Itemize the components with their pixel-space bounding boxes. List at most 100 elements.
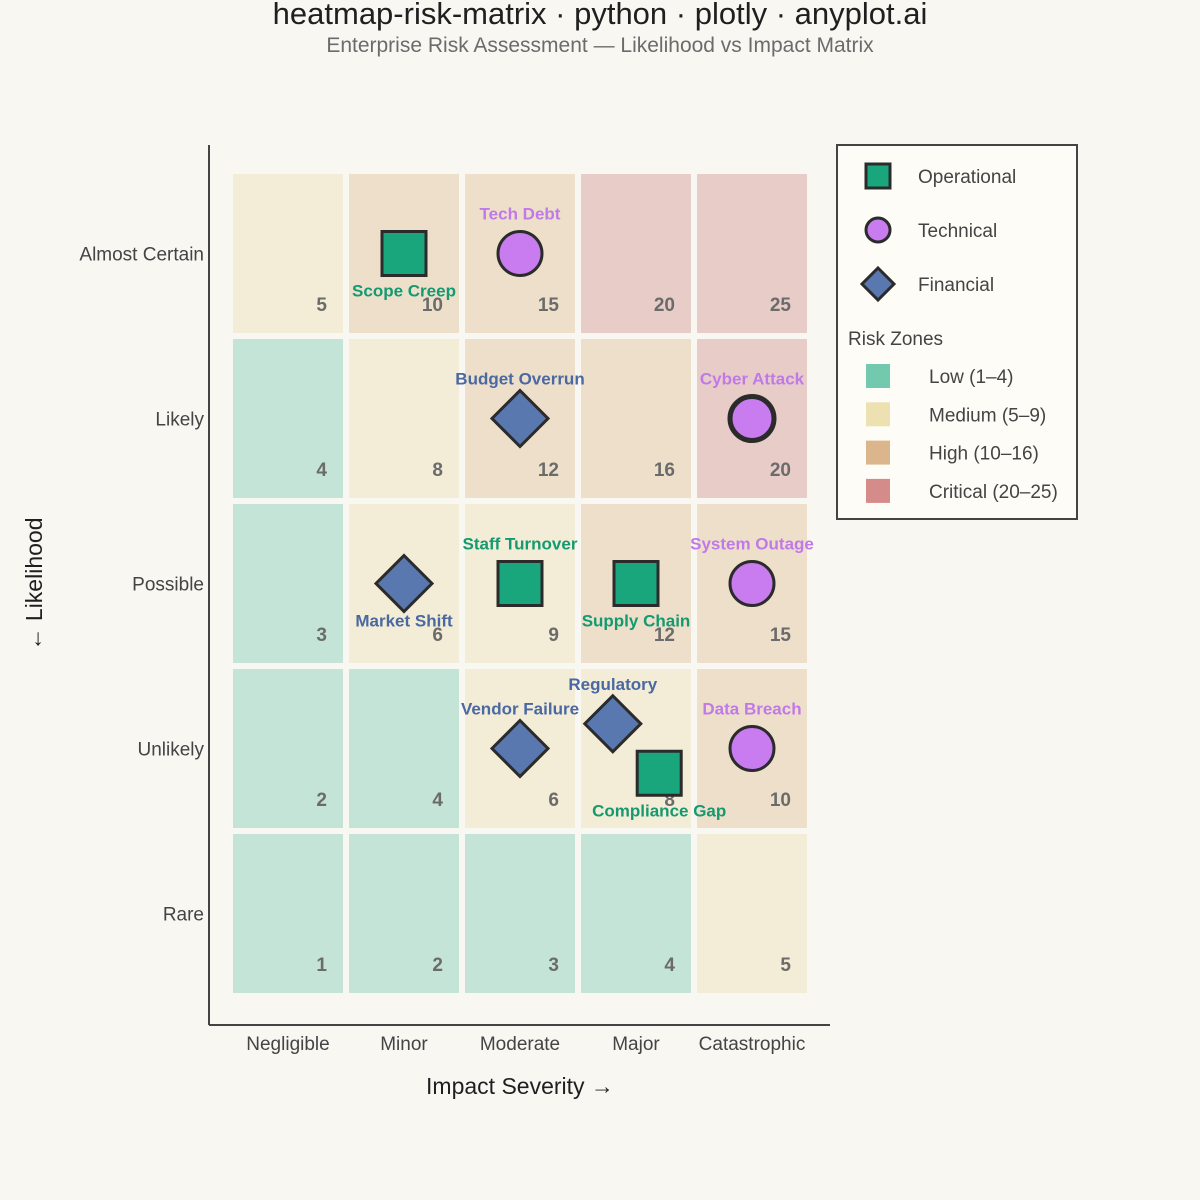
risk-marker-tech-debt [496, 230, 544, 277]
cell-likely-negligible [233, 339, 343, 498]
cell-score: 1 [316, 955, 327, 976]
cell-score: 4 [664, 955, 675, 976]
cell-rare-minor [349, 834, 459, 993]
cell-score: 6 [432, 625, 443, 646]
cell-score: 25 [770, 295, 792, 316]
risk-label-vendor-failure: Vendor Failure [461, 700, 579, 719]
x-axis-title: Impact Severity → [426, 1073, 614, 1099]
x-tick-moderate: Moderate [480, 1034, 560, 1055]
risk-marker-data-breach [728, 725, 776, 772]
chart-subtitle: Enterprise Risk Assessment — Likelihood … [326, 34, 874, 57]
cell-likely-major [581, 339, 691, 498]
cell-score: 3 [316, 625, 327, 646]
risk-marker-supply-chain [612, 560, 660, 607]
cell-score: 20 [770, 460, 791, 481]
risk-label-cyber-attack: Cyber Attack [700, 370, 805, 389]
cell-score: 8 [664, 790, 675, 811]
x-tick-labels: Negligible Minor Moderate Major Catastrophic [246, 1034, 805, 1055]
risk-label-scope-creep: Scope Creep [352, 282, 456, 301]
x-tick-major: Major [612, 1034, 660, 1055]
cell-score: 10 [770, 790, 791, 811]
risk-markers [373, 230, 777, 797]
cell-score: 4 [316, 460, 327, 481]
cell-score: 2 [316, 790, 327, 811]
axes [208, 145, 830, 1026]
legend-operational-label: Operational [918, 167, 1016, 188]
y-tick-labels: Almost Certain Likely Possible Unlikely Rare [79, 245, 204, 926]
risk-marker-budget-overrun [489, 388, 551, 449]
risk-marker-compliance-gap [635, 749, 683, 797]
legend-zone-medium-swatch [866, 402, 890, 427]
cell-likely-minor [349, 339, 459, 498]
risk-label-staff-turnover: Staff Turnover [463, 535, 578, 554]
cell-unlikely-minor [349, 669, 459, 828]
cell-score: 12 [538, 460, 559, 481]
cell-almost-certain-major [581, 174, 691, 333]
chart-title: heatmap-risk-matrix · python · plotly · … [273, 0, 928, 31]
y-tick-likely: Likely [155, 410, 204, 431]
legend-operational-symbol [864, 162, 892, 190]
risk-marker-cyber-attack [727, 394, 777, 443]
cell-score: 9 [548, 625, 559, 646]
legend-zone-low-label: Low (1–4) [929, 367, 1014, 388]
risk-marker-system-outage [728, 560, 776, 607]
legend-zones: Low (1–4) Medium (5–9) High (10–16) Critica… [866, 364, 1058, 503]
risk-label-market-shift: Market Shift [355, 612, 453, 631]
cell-rare-major [581, 834, 691, 993]
y-axis-title: ← Likelihood [21, 518, 47, 651]
cell-rare-moderate [465, 834, 575, 993]
legend-financial-label: Financial [918, 275, 994, 296]
cell-score: 4 [432, 790, 443, 811]
legend-categories: Operational Technical Financial [859, 162, 1016, 303]
risk-label-tech-debt: Tech Debt [480, 205, 561, 224]
legend-technical-label: Technical [918, 221, 997, 242]
cell-almost-certain-negligible [233, 174, 343, 333]
legend-zone-high-label: High (10–16) [929, 444, 1039, 465]
cell-rare-catastrophic [697, 834, 807, 993]
cell-score: 2 [432, 955, 443, 976]
risk-marker-staff-turnover [496, 560, 544, 607]
cell-rare-negligible [233, 834, 343, 993]
heatmap-cells [233, 174, 807, 993]
cell-score: 5 [780, 955, 791, 976]
x-tick-minor: Minor [380, 1034, 428, 1055]
cell-score: 3 [548, 955, 559, 976]
legend-zone-medium-label: Medium (5–9) [929, 405, 1046, 426]
cell-unlikely-negligible [233, 669, 343, 828]
risk-marker-scope-creep [380, 230, 428, 277]
risk-label-budget-overrun: Budget Overrun [455, 370, 584, 389]
legend: Operational Technical Financial Risk Zones… [836, 144, 1078, 520]
legend-financial-symbol [859, 265, 897, 303]
cell-scores: 5 10 15 20 254 8 12 16 203 6 9 12 152 4 6 8 101 2 3 4 5 [316, 295, 791, 976]
risk-marker-vendor-failure [489, 718, 551, 779]
cell-score: 8 [432, 460, 443, 481]
risk-label-regulatory: Regulatory [568, 675, 657, 694]
cell-unlikely-major [581, 669, 691, 828]
y-tick-almost-certain: Almost Certain [79, 245, 204, 266]
legend-zones-title: Risk Zones [848, 329, 943, 350]
risk-label-supply-chain: Supply Chain [582, 612, 691, 631]
legend-technical-symbol [864, 216, 892, 244]
legend-zone-low-swatch [866, 364, 890, 388]
legend-zone-critical-swatch [866, 478, 890, 503]
y-tick-possible: Possible [132, 575, 204, 596]
cell-score: 6 [548, 790, 559, 811]
x-tick-negligible: Negligible [246, 1034, 329, 1055]
cell-score: 20 [654, 295, 675, 316]
y-tick-rare: Rare [163, 905, 204, 926]
cell-possible-negligible [233, 504, 343, 663]
cell-score: 5 [316, 295, 327, 316]
cell-almost-certain-catastrophic [697, 174, 807, 333]
legend-zone-high-swatch [866, 440, 890, 465]
cell-score: 15 [770, 625, 792, 646]
risk-label-system-outage: System Outage [690, 535, 814, 554]
risk-label-data-breach: Data Breach [702, 700, 801, 719]
legend-zone-critical-label: Critical (20–25) [929, 482, 1058, 503]
risk-label-compliance-gap: Compliance Gap [592, 801, 726, 820]
x-tick-catastrophic: Catastrophic [699, 1034, 806, 1055]
cell-score: 12 [654, 625, 675, 646]
y-tick-unlikely: Unlikely [137, 740, 204, 761]
risk-marker-regulatory [582, 693, 643, 754]
risk-marker-market-shift [373, 553, 435, 614]
